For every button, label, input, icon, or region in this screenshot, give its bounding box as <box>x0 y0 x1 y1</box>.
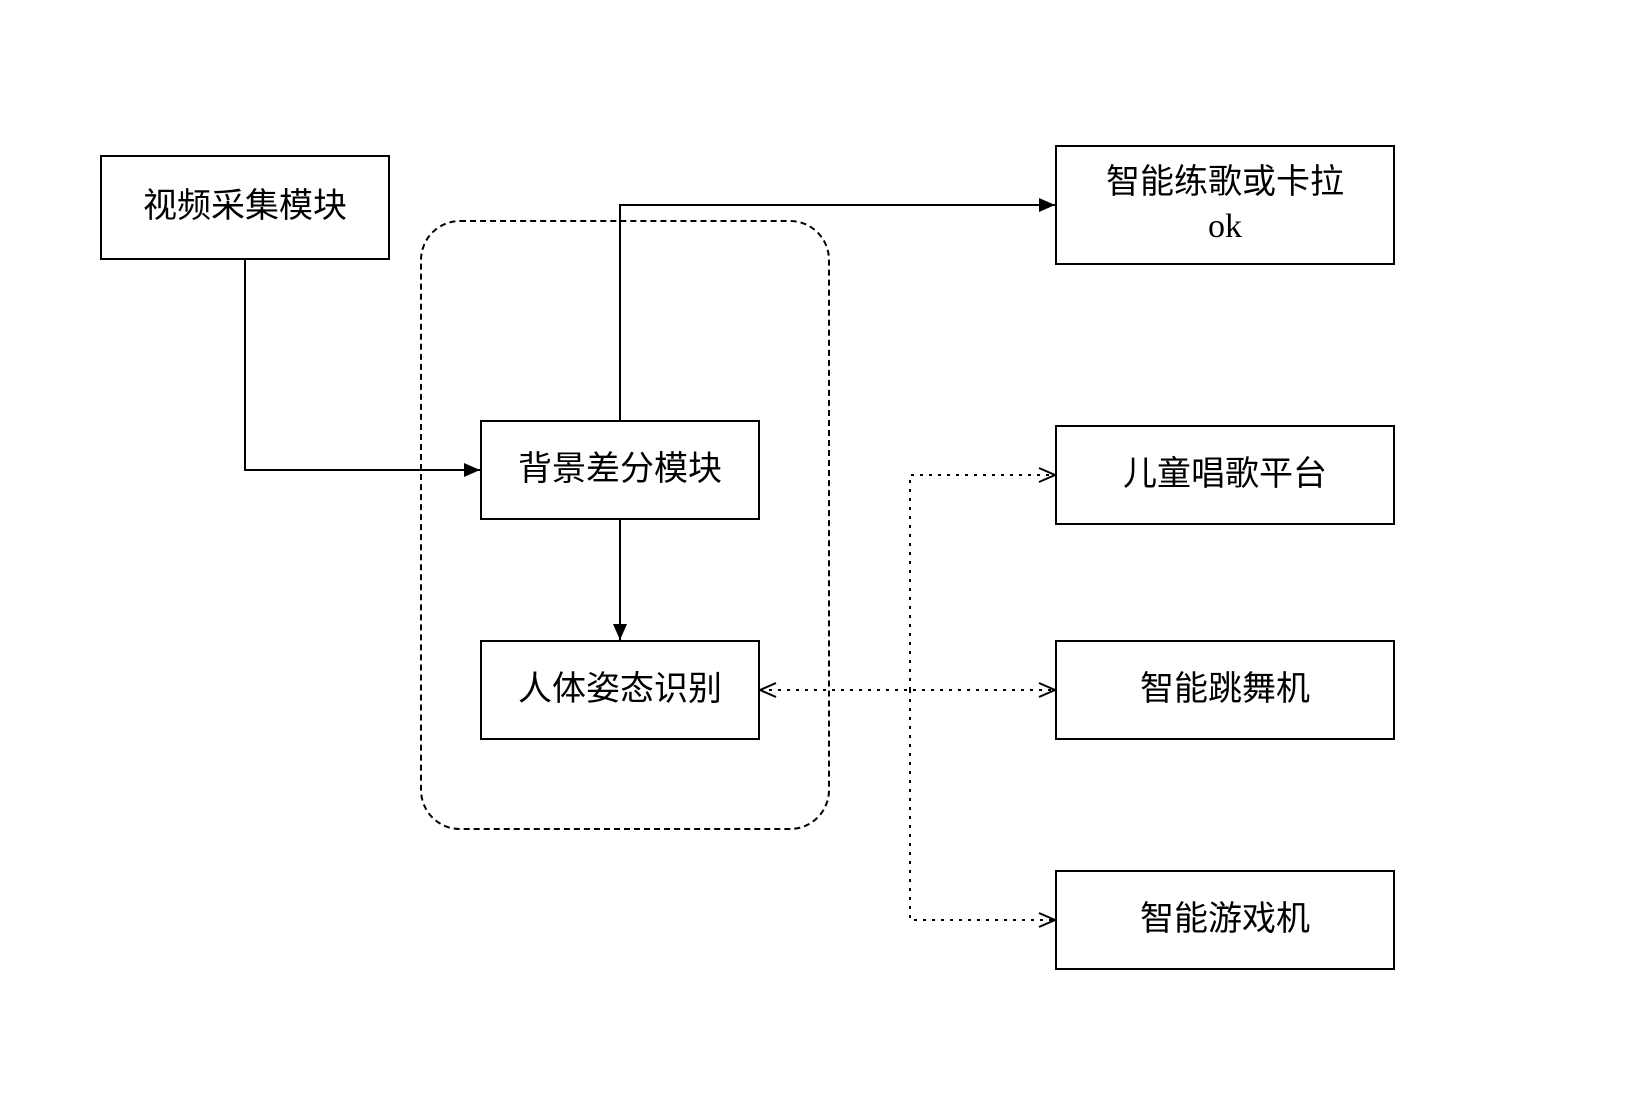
node-label: 智能跳舞机 <box>1140 668 1310 712</box>
node-label: 背景差分模块 <box>518 448 722 492</box>
node-dance-machine: 智能跳舞机 <box>1055 640 1395 740</box>
node-label: 智能练歌或卡拉ok <box>1106 161 1344 249</box>
node-karaoke: 智能练歌或卡拉ok <box>1055 145 1395 265</box>
node-kids-sing: 儿童唱歌平台 <box>1055 425 1395 525</box>
node-video-capture: 视频采集模块 <box>100 155 390 260</box>
node-bg-diff: 背景差分模块 <box>480 420 760 520</box>
node-pose-recognition: 人体姿态识别 <box>480 640 760 740</box>
node-label: 视频采集模块 <box>143 185 347 229</box>
node-label: 儿童唱歌平台 <box>1123 453 1327 497</box>
node-label: 智能游戏机 <box>1140 898 1310 942</box>
node-game-machine: 智能游戏机 <box>1055 870 1395 970</box>
node-label: 人体姿态识别 <box>518 668 722 712</box>
